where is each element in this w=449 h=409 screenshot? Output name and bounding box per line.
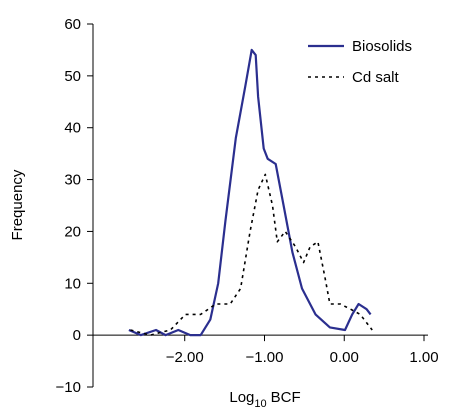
y-tick-label: 30 [64,172,81,189]
y-tick-label: −10 [56,379,81,396]
y-tick-label: 40 [64,120,81,137]
x-tick-label: −2.00 [166,349,204,366]
y-tick-label: 0 [73,327,81,344]
y-tick-label: 50 [64,68,81,85]
x-tick-label: 0.00 [330,349,359,366]
y-tick-label: 60 [64,16,81,33]
x-tick-label: −1.00 [246,349,284,366]
series-line [128,48,372,337]
y-tick-label: 20 [64,223,81,240]
legend-label: Cd salt [352,69,400,86]
y-tick-label: 10 [64,275,81,292]
x-label-subscript: 10 [254,398,266,409]
series-line [130,173,373,336]
x-label-rest: BCF [271,389,301,406]
legend-label: Biosolids [352,38,412,55]
y-axis-label: Frequency [9,169,26,240]
x-label-base: Log [229,389,254,406]
x-axis-label: Log10 BCF [229,389,300,409]
x-tick-label: 1.00 [409,349,438,366]
